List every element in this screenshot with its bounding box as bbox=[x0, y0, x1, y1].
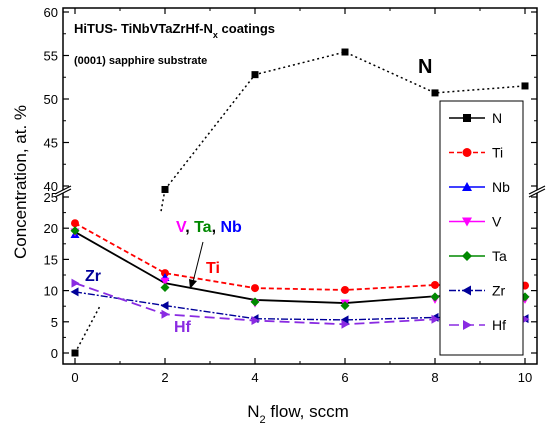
axis-break-left-gap bbox=[55, 190, 71, 193]
x-tick-label: 4 bbox=[251, 370, 258, 385]
annotation-Ti: Ti bbox=[206, 260, 220, 277]
y-tick-label: 50 bbox=[44, 92, 58, 107]
y-tick-label: 20 bbox=[44, 221, 58, 236]
annotation-comma-1: , bbox=[185, 219, 194, 236]
annotation-Nb: Nb bbox=[220, 219, 242, 236]
data-point-n bbox=[251, 71, 259, 79]
annotation-Ta: Ta bbox=[194, 219, 212, 236]
series-line-n-break-lower bbox=[74, 305, 101, 354]
x-tick-label: 2 bbox=[161, 370, 168, 385]
legend: N Ti Nb V Ta Zr Hf bbox=[439, 100, 524, 356]
y-tick-label: 60 bbox=[44, 5, 58, 20]
data-point-ti bbox=[71, 219, 79, 228]
y-tick-label: 0 bbox=[51, 346, 58, 361]
data-point-hf bbox=[71, 278, 80, 288]
legend-label-n: N bbox=[492, 110, 502, 126]
annotation-arrow-head bbox=[189, 279, 197, 289]
legend-marker-nb bbox=[462, 182, 472, 191]
data-point-ti bbox=[431, 280, 439, 289]
y-tick-label: 55 bbox=[44, 49, 58, 64]
axis-break-mark-left bbox=[54, 185, 72, 195]
data-point-n bbox=[161, 185, 169, 193]
data-point-ta bbox=[160, 282, 170, 292]
data-point-ta bbox=[250, 297, 260, 307]
y-axis-label: Concentration, at. % bbox=[11, 105, 30, 259]
annotation-arrow-shaft bbox=[192, 241, 204, 283]
data-point-zr bbox=[70, 287, 79, 297]
legend-label-v: V bbox=[492, 214, 502, 230]
axis-break-mark-right bbox=[528, 185, 546, 195]
legend-marker-v bbox=[462, 217, 472, 227]
data-point-ta bbox=[70, 226, 80, 236]
y-tick-label: 10 bbox=[44, 284, 58, 299]
data-point-hf bbox=[251, 316, 260, 326]
series-line-n-break-upper bbox=[160, 189, 166, 212]
x-tick-label: 6 bbox=[341, 370, 348, 385]
data-point-n bbox=[341, 48, 349, 56]
annotation-Hf: Hf bbox=[174, 319, 192, 336]
y-tick-label: 40 bbox=[44, 179, 58, 194]
data-point-ta bbox=[430, 292, 440, 302]
legend-marker-ti bbox=[462, 148, 472, 157]
chart-title: HiTUS- TiNbVTaZrHf-Nx coatings bbox=[74, 21, 275, 40]
y-tick-label: 5 bbox=[51, 315, 58, 330]
chart-subtitle: (0001) sapphire substrate bbox=[74, 55, 207, 67]
data-point-n bbox=[521, 82, 529, 90]
legend-label-zr: Zr bbox=[492, 283, 506, 299]
y-tick-label: 15 bbox=[44, 252, 58, 267]
data-point-zr bbox=[160, 301, 169, 311]
legend-marker-zr bbox=[462, 285, 471, 296]
data-point-ti bbox=[341, 285, 349, 294]
x-tick-label: 0 bbox=[71, 370, 78, 385]
legend-marker-ta bbox=[462, 251, 472, 261]
legend-marker-hf bbox=[463, 320, 472, 330]
axis-break-mark-left bbox=[54, 188, 72, 198]
data-point-hf bbox=[341, 319, 350, 329]
axis-break-mark-right bbox=[528, 188, 546, 198]
legend-label-ta: Ta bbox=[492, 248, 507, 264]
annotation-V-Ta-Nb: V, Ta, Nb bbox=[176, 219, 242, 236]
data-point-n bbox=[431, 89, 439, 97]
data-point-zr bbox=[340, 315, 349, 325]
y-tick-label: 45 bbox=[44, 136, 58, 151]
annotation-comma-2: , bbox=[212, 219, 221, 236]
x-tick-label: 10 bbox=[518, 370, 532, 385]
annotation-V: V bbox=[176, 219, 187, 236]
data-point-ti bbox=[251, 284, 259, 293]
legend-label-nb: Nb bbox=[492, 179, 510, 195]
data-point-v bbox=[160, 277, 170, 286]
data-point-n bbox=[71, 349, 79, 357]
x-axis-label: N2 flow, sccm bbox=[247, 402, 349, 426]
y-tick-label: 25 bbox=[44, 190, 58, 205]
legend-label-hf: Hf bbox=[492, 317, 506, 333]
axis-break-right-gap bbox=[529, 190, 545, 193]
legend-marker-n bbox=[463, 114, 471, 122]
annotation-N: N bbox=[418, 56, 432, 78]
x-tick-label: 8 bbox=[431, 370, 438, 385]
legend-label-ti: Ti bbox=[492, 145, 503, 161]
legend-box bbox=[439, 100, 524, 356]
data-point-hf bbox=[431, 314, 440, 324]
data-point-ta bbox=[340, 301, 350, 311]
data-point-hf bbox=[161, 309, 170, 319]
annotation-Zr: Zr bbox=[85, 268, 101, 285]
